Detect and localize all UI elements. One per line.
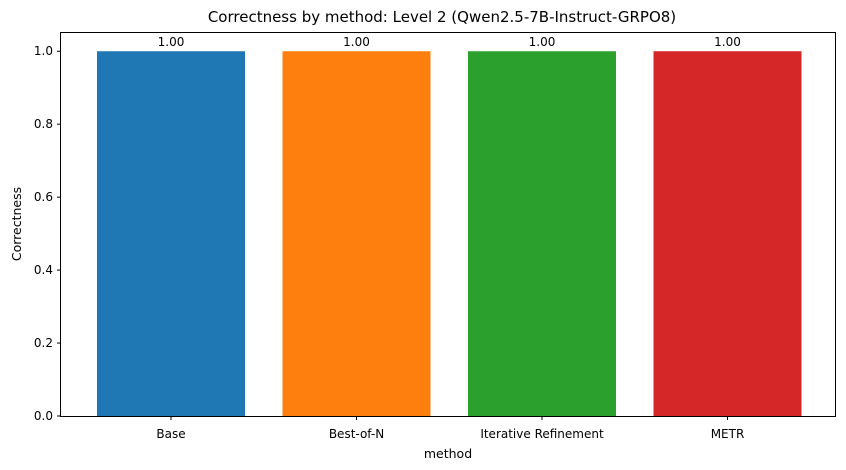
x-tick-label: Best-of-N — [329, 427, 384, 441]
y-axis-ticks: 0.0 0.2 0.4 0.6 0.8 1.0 — [34, 44, 61, 423]
bar-0 — [97, 51, 245, 416]
plot-frame — [60, 32, 836, 417]
y-axis-label: Correctness — [9, 187, 24, 261]
bars-group: 1.00 1.00 1.00 1.00 — [97, 35, 802, 416]
y-tick-label: 0.2 — [34, 336, 53, 350]
bar-2 — [468, 51, 616, 416]
y-tick-label: 0.8 — [34, 117, 53, 131]
x-tick-label: METR — [711, 427, 745, 441]
x-axis-ticks: Base Best-of-N Iterative Refinement METR — [156, 416, 744, 441]
data-label: 1.00 — [158, 35, 185, 49]
bar-1 — [282, 51, 431, 416]
data-label: 1.00 — [343, 35, 370, 49]
x-tick-label: Base — [156, 427, 185, 441]
data-label: 1.00 — [529, 35, 556, 49]
bar-3 — [653, 51, 802, 416]
y-tick-label: 0.4 — [34, 263, 53, 277]
y-tick-label: 0.6 — [34, 190, 53, 204]
y-tick-label: 0.0 — [34, 409, 53, 423]
chart-title: Correctness by method: Level 2 (Qwen2.5-… — [208, 8, 676, 26]
data-label: 1.00 — [714, 35, 741, 49]
x-tick-label: Iterative Refinement — [480, 427, 604, 441]
y-tick-label: 1.0 — [34, 44, 53, 58]
x-axis-label: method — [424, 446, 472, 461]
